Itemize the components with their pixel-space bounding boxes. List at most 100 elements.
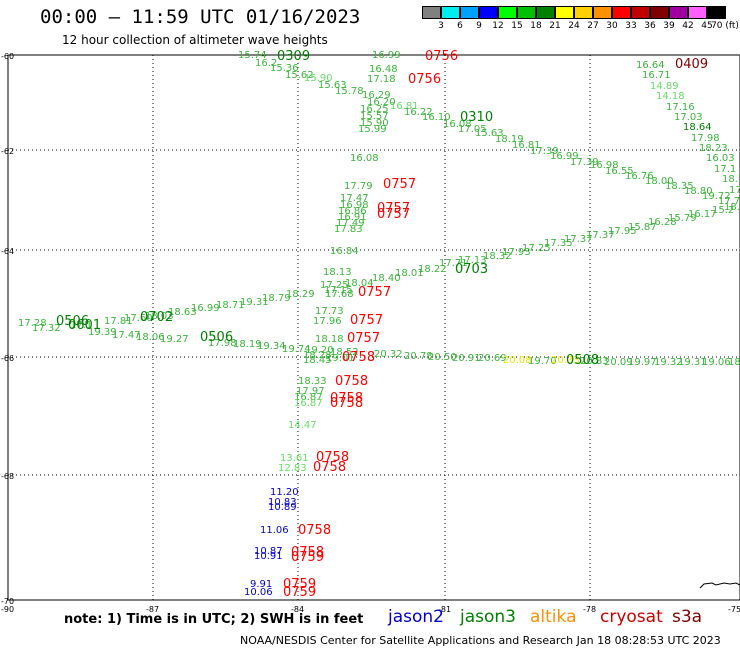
swh-value: 10.83 <box>268 497 297 508</box>
lon-label: -81 <box>438 605 451 614</box>
pass-time: 0757 <box>347 331 380 346</box>
swh-value: 16.71 <box>642 70 671 81</box>
lat-label: -64 <box>1 247 14 256</box>
swh-value: 20.91 <box>452 353 481 364</box>
swh-value: 20.09 <box>604 357 633 368</box>
legend-label: 12 <box>492 21 504 31</box>
swh-value: 16.91 <box>338 212 367 223</box>
swh-value: 18.35 <box>665 181 694 192</box>
swh-value: 18.22 <box>418 264 447 275</box>
swh-value: 16.87 <box>294 398 323 409</box>
pass-time: 0757 <box>377 201 410 216</box>
footer-note: note: 1) Time is in UTC; 2) SWH is in fe… <box>64 612 364 627</box>
axis-ticks: -60 -62 -64 -66 -68 -70-90 -87 -84 -81 -78 -75 <box>1 52 740 614</box>
lat-label: -62 <box>1 147 14 156</box>
legend-swatch <box>441 6 460 19</box>
pass-time: 0757 <box>350 313 383 328</box>
swh-value: 17.15 <box>324 285 353 296</box>
swh-value: 16.84 <box>330 246 359 257</box>
swh-value: 17.1 <box>70 320 92 331</box>
legend-swatch <box>707 6 726 19</box>
swh-value: 14.89 <box>650 81 679 92</box>
legend-label: 33 <box>625 21 637 31</box>
swh-value: 19.27 <box>160 334 189 345</box>
legend-label: 27 <box>587 21 599 31</box>
swh-value: 19.39 <box>88 327 117 338</box>
map-grid <box>7 54 740 601</box>
legend-swatch <box>669 6 688 19</box>
swh-value: 17. <box>729 185 740 196</box>
legend-swatch <box>498 6 517 19</box>
pass-time: 0757 <box>377 207 410 222</box>
swh-value: 17.73 <box>315 306 344 317</box>
swh-value: 16.08 <box>443 119 472 130</box>
swh-value: 19.97 <box>628 357 657 368</box>
legend-swatch <box>479 6 498 19</box>
swh-value: 16.28 <box>648 217 677 228</box>
lat-label: -66 <box>1 354 14 363</box>
legend-label: 39 <box>663 21 675 31</box>
swh-value: 17.98 <box>208 338 237 349</box>
pass-time: 0758 <box>330 391 363 406</box>
swh-value: 18 <box>728 357 740 368</box>
credit-line: NOAA/NESDIS Center for Satellite Applica… <box>240 634 721 647</box>
pass-time: 0703 <box>455 262 488 277</box>
swh-value: 17.25 <box>320 280 349 291</box>
swh-value: 15.57 <box>360 111 389 122</box>
legend-label: 45 <box>701 21 713 31</box>
swh-value: 17.35 <box>544 238 573 249</box>
swh-value: 17.47 <box>340 193 369 204</box>
pass-time: 0506 <box>56 314 89 329</box>
swh-value: 16.98 <box>590 160 619 171</box>
swh-value: 15.63 <box>475 128 504 139</box>
pass-time: 0508 <box>566 353 599 368</box>
swh-value: 15.87 <box>628 222 657 233</box>
swh-value: 19.20 <box>305 345 334 356</box>
swh-value: 17.16 <box>666 102 695 113</box>
pass-time: 0756 <box>408 72 441 87</box>
pass-time: 0758 <box>342 350 375 365</box>
swh-value: 17.13 <box>458 255 487 266</box>
swh-value: 15.62 <box>285 70 314 81</box>
legend-label: 24 <box>568 21 580 31</box>
swh-value: 18.52 <box>330 347 359 358</box>
pass-time: 0759 <box>283 577 316 592</box>
swh-value: 17.60 <box>124 313 153 324</box>
legend-swatch <box>650 6 669 19</box>
lon-label: -87 <box>146 605 159 614</box>
swh-value: 10.91 <box>254 551 283 562</box>
legend-swatch <box>593 6 612 19</box>
swh-value-altika: 20.33 <box>551 355 580 366</box>
swh-value: 18.29 <box>286 289 315 300</box>
swh-value: 17.96 <box>313 316 342 327</box>
swh-value: 20.50 <box>428 352 457 363</box>
swh-value: 17.32 <box>32 323 61 334</box>
swh-value: 17.98 <box>691 133 720 144</box>
legend-swatch <box>574 6 593 19</box>
swh-value: 16.17 <box>688 209 717 220</box>
swh-value: 19.31 <box>240 297 269 308</box>
swh-value: 16.55 <box>605 166 634 177</box>
satellite-s3a: s3a <box>672 607 703 627</box>
swh-value: 16.81 <box>512 140 541 151</box>
swh-value: 13.61 <box>280 453 309 464</box>
swh-value: 19.70 <box>528 356 557 367</box>
legend-label: 3 <box>438 21 444 31</box>
legend-swatch <box>422 6 441 19</box>
swh-value: 18.80 <box>684 186 713 197</box>
legend-label: 36 <box>644 21 656 31</box>
lat-label: -68 <box>1 472 14 481</box>
swh-value: 18.00 <box>645 176 674 187</box>
swh-value: 18.28 <box>303 350 332 361</box>
swh-value: 16.99 <box>550 151 579 162</box>
swh-value: 16.22 <box>404 107 433 118</box>
swh-value: 18.1 <box>722 174 740 185</box>
swh-value: 18.64 <box>683 122 712 133</box>
swh-value: 17.39 <box>570 157 599 168</box>
swh-value: 18.18 <box>315 334 344 345</box>
swh-value: 18.45 <box>303 355 332 366</box>
swh-value: 14.47 <box>288 420 317 431</box>
swh-labels: 15.7416.215.3615.6215.9015.6315.7816.991… <box>18 50 740 598</box>
swh-value: 17.79 <box>718 196 740 207</box>
